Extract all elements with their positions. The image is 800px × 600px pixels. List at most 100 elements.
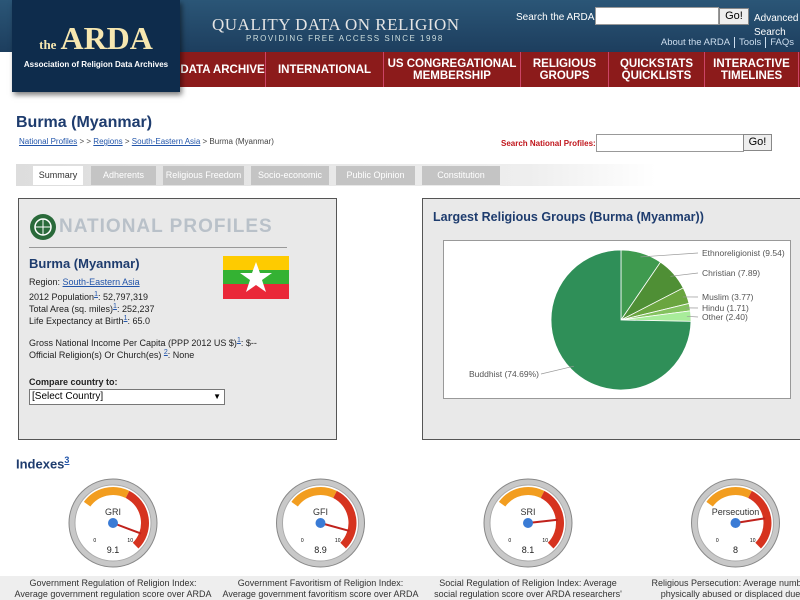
search-button[interactable]: Go! [719, 8, 749, 25]
gauge-description: Government Favoritism of Religion Index:… [218, 578, 424, 600]
gauge-min: 0 [93, 538, 96, 544]
field: Life Expectancy at Birth1: 65.0 [29, 313, 150, 327]
gauge-hub [730, 518, 741, 528]
crumb[interactable]: Regions [93, 137, 123, 146]
field-label: Total Area (sq. miles) [29, 304, 114, 314]
gauge-description: Social Regulation of Religion Index: Ave… [425, 578, 631, 600]
nav-item[interactable]: INTERACTIVE TIMELINES [705, 52, 799, 87]
globe-icon [30, 214, 56, 240]
pie-chart: Ethnoreligionist (9.54) Christian (7.89) M… [443, 240, 791, 399]
profile-search-button[interactable]: Go! [743, 134, 772, 151]
field: Gross National Income Per Capita (PPP 20… [29, 335, 257, 349]
slice-label: Hindu (1.71) [702, 303, 749, 313]
logo[interactable]: the ARDA Association of Religion Data Ar… [12, 0, 180, 92]
gauge-hub [315, 518, 326, 528]
gauge-label: GRI [105, 507, 121, 517]
link[interactable]: Tools [734, 37, 766, 48]
tab[interactable]: Socio-economic [251, 166, 329, 185]
link[interactable]: FAQs [765, 37, 798, 48]
gauge-zone [748, 490, 772, 549]
note[interactable]: 1 [123, 315, 128, 322]
tab[interactable]: Adherents [91, 166, 156, 185]
breadcrumb: National Profiles > > Regions > South-Ea… [19, 137, 274, 146]
field-value: : None [167, 350, 195, 360]
gauge-value: 8.9 [314, 545, 327, 555]
note[interactable]: 1 [94, 291, 98, 298]
field-label: Official Religion(s) Or Church(es) [29, 350, 164, 360]
descriptions: Government Regulation of Religion Index:… [0, 576, 800, 600]
slice-label: Other (2.40) [702, 312, 748, 322]
indexes-title-text: Indexes [16, 456, 65, 472]
logo-text: ARDA [60, 20, 153, 56]
crumb[interactable]: National Profiles [19, 137, 78, 146]
gauge-description: Government Regulation of Religion Index:… [10, 578, 216, 600]
nav-item[interactable]: QUICKSTATS QUICKLISTS [609, 52, 705, 87]
description-line: Government Favoritism of Religion Index: [237, 578, 404, 588]
crumb[interactable]: South-Eastern Asia [131, 137, 201, 146]
gauge-hub [523, 518, 533, 528]
field: 2012 Population1: 52,797,319 [29, 289, 148, 303]
compare-label: Compare country to: [29, 377, 118, 387]
nav-item[interactable]: DATA ARCHIVE [180, 52, 266, 87]
compare-select[interactable]: [Select Country] ▼ [29, 389, 225, 405]
tab[interactable]: Religious Freedom [163, 166, 244, 185]
crumb-current: > Burma (Myanmar) [202, 137, 274, 146]
field-value: : 65.0 [127, 316, 150, 326]
gauge-description: Religious Persecution: Average number of… [633, 578, 800, 600]
profile-search-label: Search National Profiles: [501, 139, 596, 148]
gauge-max: 10 [127, 538, 133, 544]
description-line: Average government regulation score over… [14, 589, 212, 599]
gauge-needle [112, 522, 142, 535]
pie-slice [550, 249, 692, 391]
select-text: [Select Country] [32, 391, 104, 402]
field-value: : $-- [240, 338, 257, 348]
slice-label: Buddhist (74.69%) [469, 369, 539, 379]
chart-title: Largest Religious Groups (Burma (Myanmar… [433, 210, 704, 224]
search-input[interactable] [595, 7, 719, 25]
link[interactable]: About the ARDA [660, 37, 731, 48]
note[interactable]: 1 [113, 303, 117, 310]
tab[interactable]: Constitution [422, 166, 500, 185]
field-value[interactable]: South-Eastern Asia [62, 277, 140, 287]
slice-label: Muslim (3.77) [702, 292, 754, 302]
description-line: Religious Persecution: Average number of [651, 578, 800, 588]
nav-item[interactable]: RELIGIOUS GROUPS [521, 52, 609, 87]
gauge-zone [540, 490, 564, 549]
note[interactable]: 1 [236, 337, 241, 344]
tab[interactable]: Public Opinion [336, 166, 415, 185]
flag [223, 256, 289, 299]
tab-bar: Summary Adherents Religious Freedom Soci… [16, 164, 656, 186]
field-value: : 52,797,319 [97, 292, 149, 302]
advanced-search[interactable]: Advanced Search [754, 13, 799, 38]
profile-search-input[interactable] [596, 134, 744, 152]
logo-small: the [39, 37, 57, 52]
gauge-label: Persecution [712, 507, 760, 517]
gauge-value: 8 [733, 545, 738, 555]
gauge-hub [108, 518, 118, 528]
nav-item[interactable]: INTERNATIONAL [266, 52, 384, 87]
gauge-min: 0 [301, 538, 304, 544]
description-line: Government Regulation of Religion Index: [29, 578, 197, 588]
field: Total Area (sq. miles)1: 252,237 [29, 301, 154, 315]
leader-line [640, 252, 699, 258]
gauge-max: 10 [750, 538, 756, 544]
note[interactable]: 3 [64, 455, 70, 465]
gauge-value: 8.1 [522, 545, 535, 555]
crumb-sep: > > [79, 137, 92, 146]
gauge-max: 10 [335, 538, 341, 544]
gauge-label: SRI [520, 507, 535, 517]
leader-line [540, 365, 574, 375]
description-line: Average government favoritism score over… [222, 589, 419, 599]
description-line: Social Regulation of Religion Index: Ave… [439, 578, 617, 588]
gauge-max: 10 [542, 538, 548, 544]
tab[interactable]: Summary [33, 166, 83, 185]
nav-item[interactable]: US CONGREGATIONAL MEMBERSHIP [384, 52, 521, 87]
gauge-zone [498, 487, 545, 507]
note[interactable]: 2 [163, 349, 168, 356]
chart-panel: Largest Religious Groups (Burma (Myanmar… [422, 198, 800, 440]
gauge-label: GFI [313, 507, 328, 517]
tagline-sub: PROVIDING FREE ACCESS SINCE 1998 [246, 34, 444, 43]
gauges: 0 10 GRI 9.1 0 10 GFI 8.9 0 10 SRI 8.1 0 10 Persecutio… [68, 478, 780, 568]
indexes-title: Indexes3 [16, 455, 69, 471]
field: Region: South-Eastern Asia [29, 277, 140, 288]
